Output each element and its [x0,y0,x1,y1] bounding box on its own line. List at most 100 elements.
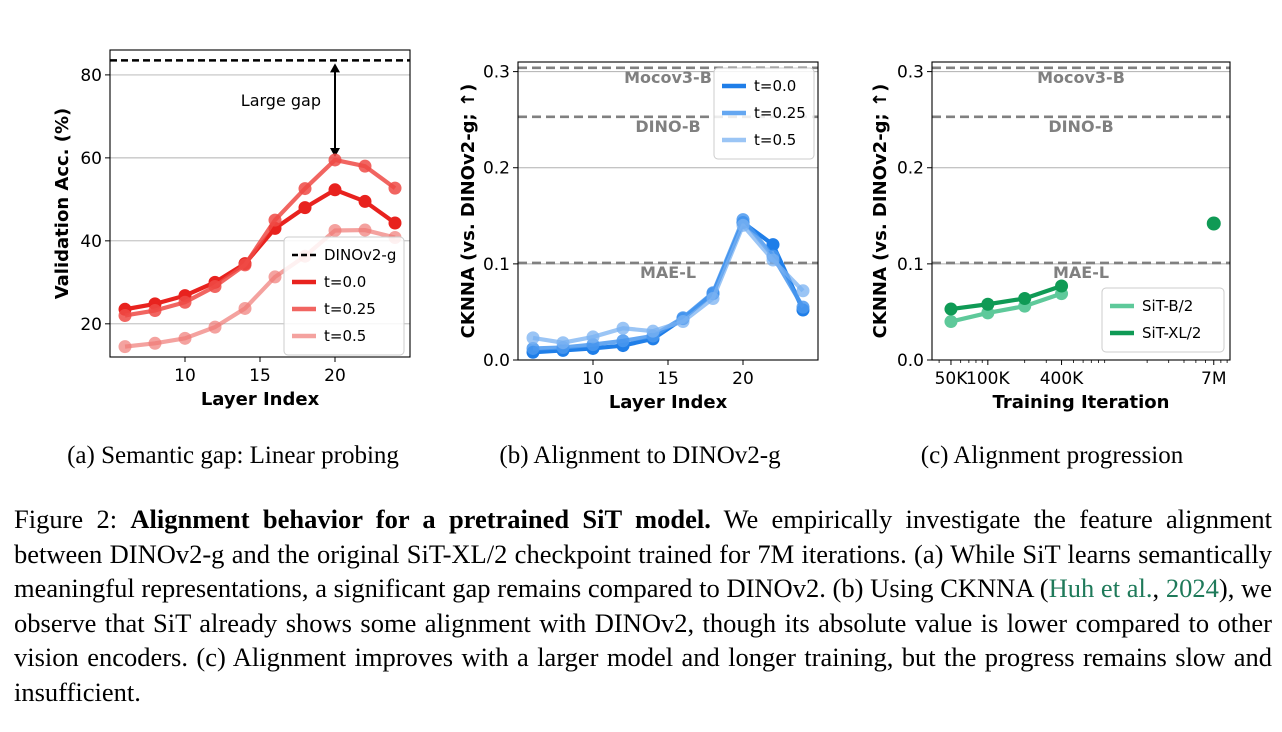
data-point [944,302,958,316]
reference-label: DINO-B [635,117,700,136]
data-point [1018,291,1032,305]
citation-year-link[interactable]: 2024 [1165,573,1219,603]
y-axis-label: Validation Acc. (%) [52,108,73,300]
series-line [124,157,397,318]
data-point [268,213,282,227]
y-tick-label: 0.0 [483,351,510,371]
data-point [328,223,342,237]
data-point [298,182,312,196]
citation-separator: , [1152,573,1166,603]
x-tick-label: 100K [966,369,1010,389]
data-point [676,315,690,329]
x-axis-label: Layer Index [609,392,728,413]
x-tick-label: 10 [174,366,196,386]
plot-frame [931,61,1231,361]
y-axis-label: CKNNA (vs. DINOv2-g; ↑) [870,84,891,339]
data-point [526,341,540,355]
reference-label: MAE-L [640,263,696,282]
legend-label: t=0.25 [754,104,806,122]
legend-box [283,236,405,356]
data-point [118,340,132,354]
data-point [118,309,132,323]
data-point [388,181,402,195]
y-tick-label: 60 [80,149,102,169]
y-axis-label: CKNNA (vs. DINOv2-g; ↑) [458,84,479,339]
x-tick-label: 15 [657,369,679,389]
legend-label: SiT-XL/2 [1142,324,1201,342]
data-point [178,295,192,309]
series-line [124,227,396,349]
data-point [526,331,540,345]
y-tick-label: 20 [80,315,102,335]
data-point [388,216,402,230]
data-point [1206,216,1221,231]
data-point [616,334,630,348]
data-point [148,304,162,318]
x-tick-label: 20 [324,366,346,386]
y-tick-label: 0.2 [483,159,510,179]
y-tick-label: 40 [80,232,102,252]
y-tick-label: 0.0 [897,351,924,371]
data-point [358,194,372,208]
data-point [736,218,750,232]
legend-label: t=0.5 [324,327,366,345]
data-point [556,336,570,350]
reference-label: MAE-L [1053,263,1109,282]
legend-label: t=0.25 [324,300,376,318]
x-axis-label: Layer Index [201,389,320,410]
data-point [706,291,720,305]
reference-label: Mocov3-B [1037,68,1125,87]
legend: SiT-B/2 SiT-XL/2 [1101,287,1225,353]
arrow-head-down [330,147,340,157]
data-point [646,324,660,338]
x-tick-label: 10 [582,369,604,389]
data-point [328,153,342,167]
citation-author-link[interactable]: Huh et al. [1048,573,1153,603]
data-point [1055,279,1069,293]
annotation-label: Large gap [241,91,321,110]
series-line [950,291,1063,324]
data-point [766,253,780,267]
x-tick-label: 15 [249,366,271,386]
x-tick-label: 50K [935,369,969,389]
subfigure-caption: (c) Alignment progression [921,442,1184,469]
data-point [238,301,252,315]
data-point [796,284,810,298]
x-tick-label: 7M [1201,369,1226,389]
data-point [208,279,222,293]
subfigure-caption: (b) Alignment to DINOv2-g [499,442,781,469]
y-tick-label: 0.2 [897,159,924,179]
figure-caption: Figure 2: Alignment behavior for a pretr… [14,502,1272,709]
reference-label: Mocov3-B [624,68,712,87]
caption-text-2: ), we observe that SiT already shows som… [14,573,1272,707]
legend: DINOv2-g t=0.0 t=0.25 t=0.5 [283,236,405,356]
legend-box [713,67,815,160]
series-line [532,223,805,345]
chart-panel-b: Mocov3-B DINO-B MAE-L 0.0 0.1 0.2 0.3 10 15 20Lay… [458,61,819,469]
y-tick-label: 0.3 [897,63,924,83]
caption-title: Alignment behavior for a pretrained SiT … [130,504,711,534]
data-point [616,321,630,335]
legend-label: t=0.0 [324,273,366,291]
data-point [268,270,282,284]
subfigure-caption: (a) Semantic gap: Linear probing [67,442,399,469]
caption-label: Figure 2: [14,504,118,534]
x-axis-label: Training Iteration [993,392,1170,413]
legend-label: t=0.5 [754,131,796,149]
y-tick-label: 0.1 [483,255,510,275]
x-tick-label: 400K [1040,369,1084,389]
reference-label: DINO-B [1048,117,1113,136]
data-point [358,223,372,237]
data-point [328,183,342,197]
legend-label: DINOv2-g [324,246,396,264]
data-point [766,238,780,252]
series-line [950,283,1063,312]
legend-label: SiT-B/2 [1142,297,1193,315]
data-point [178,331,192,345]
y-tick-label: 80 [80,66,102,86]
x-tick-label: 20 [732,369,754,389]
data-point [298,201,312,215]
data-point [981,297,995,311]
